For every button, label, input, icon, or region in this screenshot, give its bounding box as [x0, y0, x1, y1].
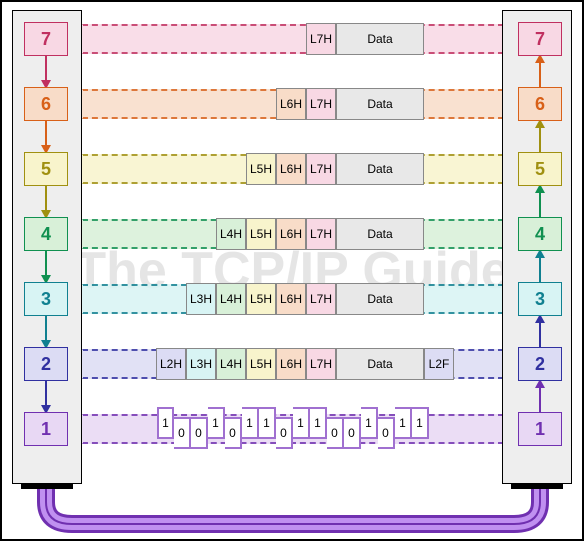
right-layer-1: 1 [518, 412, 562, 446]
hdr-l6h: L6H [276, 283, 306, 315]
data-segment: Data [336, 23, 424, 55]
left-layer-2: 2 [24, 347, 68, 381]
hdr-l5h: L5H [246, 218, 276, 250]
data-segment: Data [336, 88, 424, 120]
hdr-l3h: L3H [186, 348, 216, 380]
bit-11: 0 [344, 417, 361, 449]
up-arrow-3 [539, 322, 541, 347]
bit-6: 1 [259, 407, 276, 439]
hdr-l6h: L6H [276, 218, 306, 250]
hdr-l7h: L7H [306, 283, 336, 315]
hdr-l4h: L4H [216, 348, 246, 380]
bit-3: 1 [208, 407, 225, 439]
bits-row: 1001011011001011 [157, 413, 429, 445]
right-layer-6: 6 [518, 87, 562, 121]
bit-0: 1 [157, 407, 174, 439]
bit-1: 0 [174, 417, 191, 449]
left-layer-3: 3 [24, 282, 68, 316]
hdr-l7h: L7H [306, 88, 336, 120]
up-arrow-7 [539, 62, 541, 87]
right-layer-3: 3 [518, 282, 562, 316]
up-arrow-6 [539, 127, 541, 152]
hdr-l5h: L5H [246, 348, 276, 380]
left-layer-7: 7 [24, 22, 68, 56]
left-layer-4: 4 [24, 217, 68, 251]
data-segment: Data [336, 348, 424, 380]
hdr-l6h: L6H [276, 348, 306, 380]
bit-10: 0 [327, 417, 344, 449]
cable [2, 2, 584, 543]
bit-5: 1 [242, 407, 259, 439]
h-arrow-7 [82, 24, 504, 54]
packet-l4: L4HL5HL6HL7HData [216, 218, 424, 250]
hdr-l7h: L7H [306, 23, 336, 55]
down-arrow-6 [45, 121, 47, 146]
hdr-l7h: L7H [306, 153, 336, 185]
l2f-segment: L2F [424, 348, 454, 380]
packet-l2: L2HL3HL4HL5HL6HL7HDataL2F [156, 348, 454, 380]
down-arrow-2 [45, 381, 47, 406]
up-arrow-5 [539, 192, 541, 217]
right-layer-2: 2 [518, 347, 562, 381]
hdr-l4h: L4H [216, 218, 246, 250]
left-layer-1: 1 [24, 412, 68, 446]
up-arrow-2 [539, 387, 541, 412]
left-stack-foot [21, 483, 73, 489]
packet-l3: L3HL4HL5HL6HL7HData [186, 283, 424, 315]
bit-2: 0 [191, 417, 208, 449]
left-layer-5: 5 [24, 152, 68, 186]
left-layer-6: 6 [24, 87, 68, 121]
hdr-l7h: L7H [306, 218, 336, 250]
bit-14: 1 [395, 407, 412, 439]
bit-12: 1 [361, 407, 378, 439]
packet-l6: L6HL7HData [276, 88, 424, 120]
hdr-l5h: L5H [246, 153, 276, 185]
bit-4: 0 [225, 417, 242, 449]
diagram-canvas: The TCP/IP Guide 77L7HData66L6HL7HData55… [0, 0, 584, 541]
hdr-l6h: L6H [276, 153, 306, 185]
down-arrow-3 [45, 316, 47, 341]
bit-15: 1 [412, 407, 429, 439]
down-arrow-5 [45, 186, 47, 211]
hdr-l4h: L4H [216, 283, 246, 315]
right-layer-5: 5 [518, 152, 562, 186]
right-layer-4: 4 [518, 217, 562, 251]
down-arrow-7 [45, 56, 47, 81]
bit-7: 0 [276, 417, 293, 449]
data-segment: Data [336, 283, 424, 315]
right-layer-7: 7 [518, 22, 562, 56]
bit-8: 1 [293, 407, 310, 439]
hdr-l2h: L2H [156, 348, 186, 380]
packet-l5: L5HL6HL7HData [246, 153, 424, 185]
bit-9: 1 [310, 407, 327, 439]
right-stack-foot [511, 483, 563, 489]
bit-13: 0 [378, 417, 395, 449]
hdr-l6h: L6H [276, 88, 306, 120]
hdr-l3h: L3H [186, 283, 216, 315]
down-arrow-4 [45, 251, 47, 276]
data-segment: Data [336, 153, 424, 185]
hdr-l5h: L5H [246, 283, 276, 315]
up-arrow-4 [539, 257, 541, 282]
packet-l7: L7HData [306, 23, 424, 55]
hdr-l7h: L7H [306, 348, 336, 380]
data-segment: Data [336, 218, 424, 250]
